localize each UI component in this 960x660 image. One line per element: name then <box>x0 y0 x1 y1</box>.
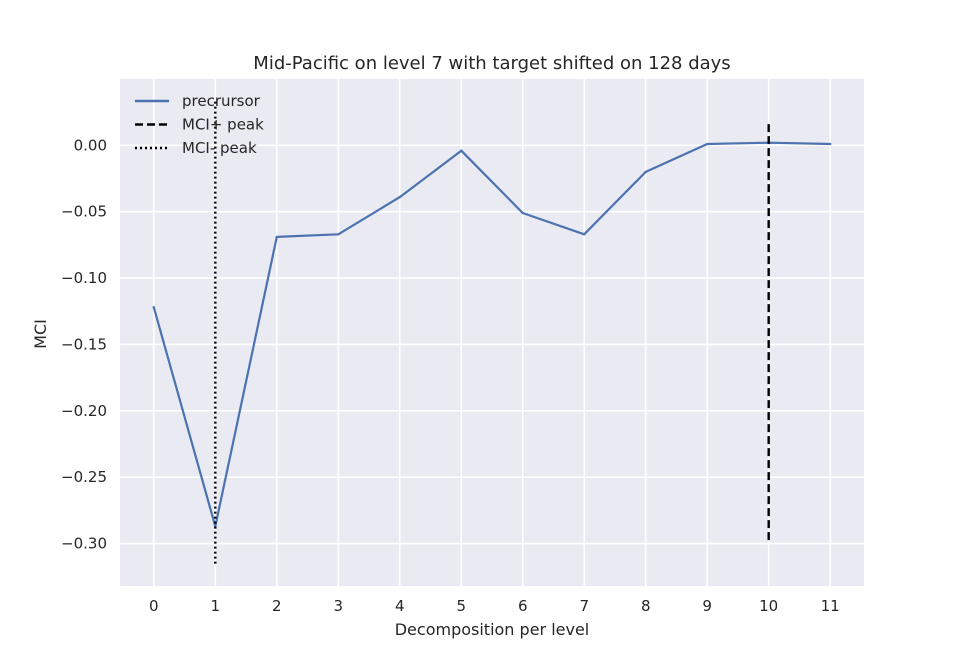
x-tick-label: 6 <box>518 597 528 615</box>
legend-label: precrursor <box>182 92 261 110</box>
legend-label: MCI+ peak <box>182 116 264 134</box>
x-tick-label: 3 <box>334 597 344 615</box>
data-point <box>398 195 401 199</box>
y-axis-label: MCI <box>31 319 50 349</box>
chart-title: Mid-Pacific on level 7 with target shift… <box>253 53 730 74</box>
y-tick-label: −0.30 <box>61 535 107 553</box>
x-tick-label: 7 <box>579 597 589 615</box>
data-point <box>521 211 524 215</box>
y-tick-label: −0.15 <box>61 335 107 353</box>
data-point <box>460 149 463 152</box>
x-tick-labels: 0 1 2 3 4 5 6 7 8 9 10 11 <box>149 597 840 615</box>
legend: precrursor MCI+ peak MCI- peak <box>135 92 264 157</box>
x-tick-label: 8 <box>641 597 651 615</box>
y-tick-labels: 0.00 −0.05 −0.10 −0.15 −0.20 −0.25 −0.30 <box>61 136 107 552</box>
x-tick-label: 11 <box>821 597 840 615</box>
vlines-layer <box>214 101 770 567</box>
data-point <box>275 235 278 239</box>
plot-area <box>120 79 864 586</box>
data-point <box>583 233 586 236</box>
x-tick-label: 10 <box>759 597 778 615</box>
series-line-0 <box>152 141 832 528</box>
y-tick-label: −0.10 <box>61 269 107 287</box>
x-tick-label: 1 <box>211 597 221 615</box>
x-tick-label: 2 <box>272 597 282 615</box>
data-point <box>828 142 832 146</box>
y-tick-label: 0.00 <box>74 136 107 154</box>
y-tick-label: −0.05 <box>61 203 107 221</box>
legend-label: MCI- peak <box>182 139 257 157</box>
x-tick-label: 9 <box>702 597 712 615</box>
data-point <box>706 142 709 146</box>
x-axis-label: Decomposition per level <box>395 620 590 639</box>
data-point <box>152 306 156 309</box>
x-tick-label: 0 <box>149 597 159 615</box>
data-point <box>337 233 340 236</box>
x-tick-label: 4 <box>395 597 405 615</box>
y-tick-label: −0.20 <box>61 402 107 420</box>
y-tick-label: −0.25 <box>61 468 107 486</box>
x-tick-label: 5 <box>456 597 466 615</box>
data-point <box>644 170 647 174</box>
